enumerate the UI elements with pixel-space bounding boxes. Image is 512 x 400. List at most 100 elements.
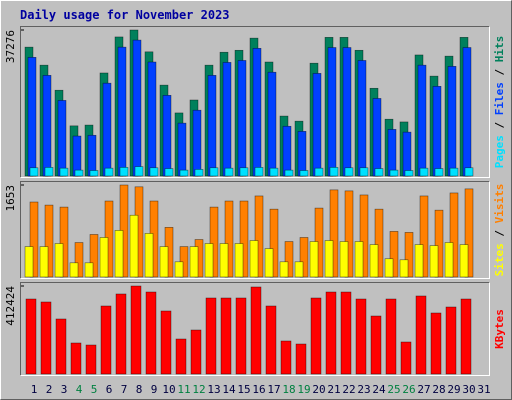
bar xyxy=(59,167,69,177)
bar xyxy=(39,246,49,278)
bar xyxy=(434,168,444,177)
x-tick-label: 8 xyxy=(136,383,143,396)
bar xyxy=(329,189,339,278)
bar xyxy=(207,75,217,177)
x-tick-label: 27 xyxy=(417,383,430,396)
bar xyxy=(145,291,157,375)
bar xyxy=(69,262,79,278)
bar xyxy=(114,230,124,278)
x-tick-label: 16 xyxy=(252,383,265,396)
bar xyxy=(250,286,262,375)
bar xyxy=(310,297,322,375)
bar xyxy=(89,234,99,278)
bar xyxy=(254,195,264,278)
bar xyxy=(104,167,114,177)
y-tick-label: 412424 xyxy=(4,286,17,326)
bar xyxy=(99,237,109,278)
legend: Sites / Visits xyxy=(493,184,506,277)
x-tick-label: 29 xyxy=(447,383,460,396)
bar xyxy=(357,60,367,177)
bar xyxy=(464,167,474,177)
bar xyxy=(192,109,202,177)
legend-separator: / xyxy=(493,62,506,82)
bar xyxy=(189,246,199,278)
bar xyxy=(179,169,189,177)
x-tick-label: 3 xyxy=(61,383,68,396)
bar xyxy=(282,125,292,177)
x-tick-label: 14 xyxy=(222,383,236,396)
bar xyxy=(102,82,112,177)
x-tick-label: 4 xyxy=(76,383,83,396)
bar xyxy=(374,208,384,278)
x-tick-label: 25 xyxy=(387,383,400,396)
legend: Pages / Files / Hits xyxy=(493,36,506,169)
bar xyxy=(132,39,142,177)
bar xyxy=(430,312,442,375)
bar xyxy=(252,48,262,177)
bar xyxy=(295,343,307,375)
bar xyxy=(414,244,424,278)
bar xyxy=(194,169,204,177)
x-tick-label: 22 xyxy=(342,383,355,396)
x-tick-label: 31 xyxy=(477,383,490,396)
bar xyxy=(175,338,187,375)
chart-title: Daily usage for November 2023 xyxy=(20,8,230,22)
bar xyxy=(269,208,279,278)
bar xyxy=(279,261,289,278)
bar xyxy=(370,315,382,375)
bar xyxy=(374,168,384,177)
bar xyxy=(299,237,309,278)
bar xyxy=(159,246,169,278)
bar xyxy=(432,86,442,177)
x-tick-label: 19 xyxy=(297,383,310,396)
bar xyxy=(327,47,337,177)
bar xyxy=(27,57,37,177)
bar xyxy=(87,134,97,177)
bar xyxy=(190,329,202,375)
bar xyxy=(359,167,369,177)
bar xyxy=(40,301,52,375)
x-tick-label: 28 xyxy=(432,383,445,396)
legend: KBytes xyxy=(493,309,506,349)
bar xyxy=(314,167,324,177)
bar xyxy=(312,73,322,177)
bar xyxy=(340,291,352,375)
bar xyxy=(85,344,97,375)
panel-border-dark xyxy=(20,26,490,178)
bar xyxy=(342,47,352,177)
bar xyxy=(269,167,279,177)
bar xyxy=(239,200,249,278)
panel-border-light xyxy=(20,181,490,279)
bar xyxy=(209,167,219,177)
bar xyxy=(115,293,127,375)
bar xyxy=(149,167,159,177)
bar xyxy=(400,341,412,375)
bar xyxy=(284,169,294,177)
bar xyxy=(237,60,247,177)
bar xyxy=(25,298,37,375)
bar xyxy=(174,261,184,278)
y-tick-label: 37276 xyxy=(4,30,17,63)
bar xyxy=(449,192,459,278)
bar xyxy=(57,100,67,177)
panel-border-dark xyxy=(20,181,490,279)
bar xyxy=(160,310,172,375)
bar xyxy=(24,246,34,278)
bar xyxy=(84,262,94,278)
bar xyxy=(447,66,457,177)
bar xyxy=(234,243,244,278)
bar xyxy=(204,243,214,278)
bar xyxy=(384,258,394,278)
bar xyxy=(162,95,172,177)
legend-entry: KBytes xyxy=(493,309,506,349)
bar xyxy=(29,167,39,177)
legend-separator: / xyxy=(493,115,506,135)
y-tick-label: 1653 xyxy=(4,185,17,212)
panel-border-dark xyxy=(20,282,490,376)
x-tick-label: 12 xyxy=(192,383,205,396)
panel-border-light xyxy=(20,282,490,376)
bar xyxy=(402,131,412,177)
bar xyxy=(355,298,367,375)
